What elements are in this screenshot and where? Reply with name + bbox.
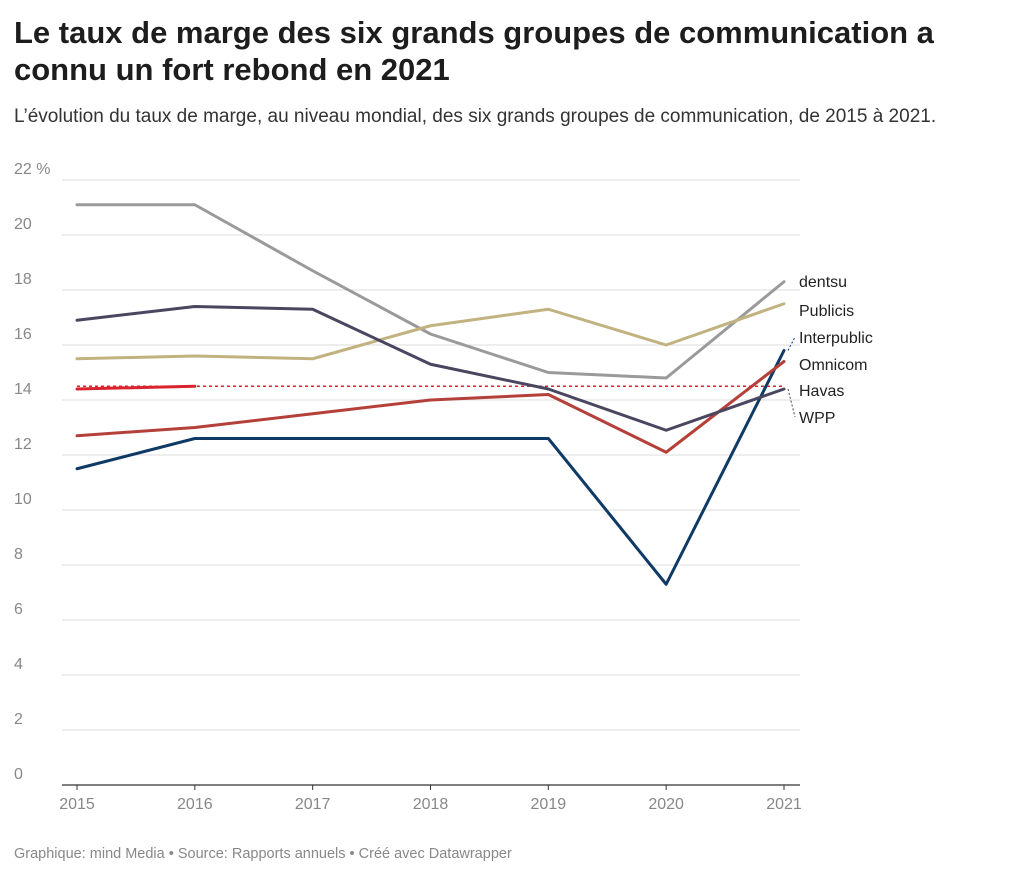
series-lines (75, 203, 786, 586)
y-tick-label: 8 (14, 546, 23, 563)
series-interpublic-label-connector (787, 336, 796, 351)
series-interpublic-label: Interpublic (799, 330, 873, 347)
series-publicis-line (75, 302, 786, 361)
y-tick-label: 18 (14, 271, 32, 288)
x-tick-label: 2019 (531, 796, 567, 813)
y-tick-label: 0 (14, 766, 23, 783)
axes: 0 2 4 6 8 10 12 14 16 18 20 22 % 2015 2016 2017 2018 201… (14, 161, 802, 813)
series-wpp-label: WPP (799, 410, 835, 427)
series-omnicom-label: Omnicom (799, 357, 867, 374)
y-tick-label: 12 (14, 436, 32, 453)
x-tick-label: 2020 (648, 796, 684, 813)
series-dentsu-line (75, 203, 786, 380)
x-tick-label: 2016 (177, 796, 213, 813)
x-tick-label: 2015 (59, 796, 95, 813)
y-tick-label: 10 (14, 491, 32, 508)
chart-footer: Graphique: mind Media • Source: Rapports… (14, 846, 512, 862)
series-labels: dentsu Publicis Interpublic Omnicom Havas WPP (787, 274, 873, 427)
x-tick-label: 2017 (295, 796, 331, 813)
series-interpublic-line (75, 349, 786, 586)
x-tick-label: 2018 (413, 796, 449, 813)
y-tick-label: 14 (14, 381, 32, 398)
series-havas-label: Havas (799, 383, 844, 400)
chart-subtitle: L’évolution du taux de marge, au niveau … (14, 106, 937, 127)
series-havas-line (75, 384, 197, 391)
gridlines (62, 179, 800, 786)
series-wpp-line (75, 305, 786, 432)
series-publicis-label: Publicis (799, 303, 854, 320)
y-tick-label: 22 % (14, 161, 50, 178)
series-dentsu-label: dentsu (799, 274, 847, 291)
y-tick-label: 4 (14, 656, 23, 673)
y-tick-label: 2 (14, 711, 23, 728)
x-tick-label: 2021 (766, 796, 802, 813)
y-tick-label: 16 (14, 326, 32, 343)
series-wpp-label-connector (787, 388, 796, 418)
chart-title: Le taux de marge des six grands groupes … (14, 15, 934, 87)
y-tick-label: 20 (14, 216, 32, 233)
series-omnicom-line (75, 360, 786, 454)
y-tick-label: 6 (14, 601, 23, 618)
